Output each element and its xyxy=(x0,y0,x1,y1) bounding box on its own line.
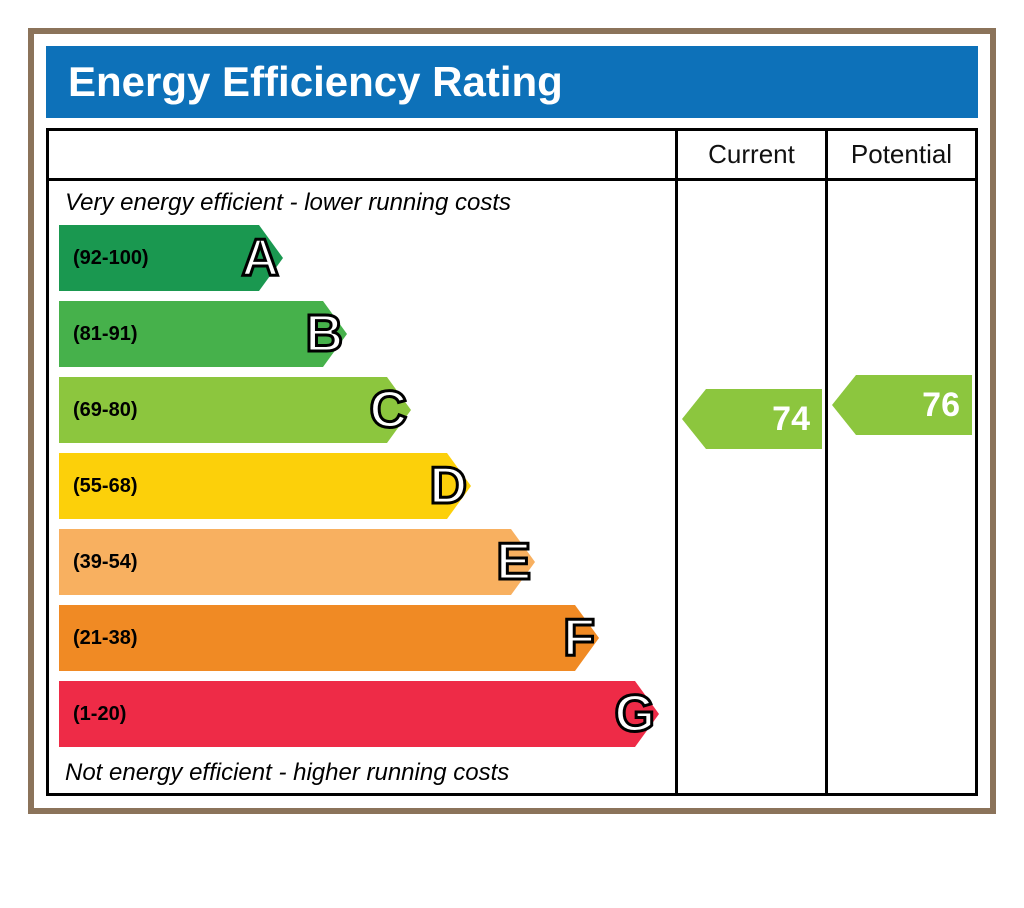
header-potential: Potential xyxy=(825,131,975,181)
band-range: (21-38) xyxy=(59,627,137,650)
caption-bottom: Not energy efficient - higher running co… xyxy=(59,751,665,789)
band-range: (39-54) xyxy=(59,551,137,574)
band-range: (81-91) xyxy=(59,323,137,346)
band-letter: C xyxy=(369,384,407,436)
band-letter: F xyxy=(563,612,595,664)
band-range: (92-100) xyxy=(59,247,149,270)
band-row-f: (21-38) F xyxy=(59,605,599,671)
band-shape xyxy=(59,605,599,671)
band-letter: A xyxy=(241,232,279,284)
indicator-potential: 76 xyxy=(832,375,972,435)
band-range: (1-20) xyxy=(59,703,126,726)
band-row-c: (69-80) C xyxy=(59,377,411,443)
band-range: (69-80) xyxy=(59,399,137,422)
title-text: Energy Efficiency Rating xyxy=(68,58,563,105)
indicator-current: 74 xyxy=(682,389,822,449)
band-row-e: (39-54) E xyxy=(59,529,535,595)
inner-box: Energy Efficiency Rating Current Potenti… xyxy=(46,46,978,796)
band-row-b: (81-91) B xyxy=(59,301,347,367)
band-row-a: (92-100) A xyxy=(59,225,283,291)
band-letter: G xyxy=(615,688,655,740)
bands-list: (92-100) A (81-91) B (69-80) C (55-68) D (39-54)… xyxy=(59,225,665,751)
caption-top: Very energy efficient - lower running co… xyxy=(59,187,665,225)
band-row-d: (55-68) D xyxy=(59,453,471,519)
potential-column: 76 xyxy=(825,181,975,793)
band-range: (55-68) xyxy=(59,475,137,498)
band-letter: D xyxy=(429,460,467,512)
header-potential-label: Potential xyxy=(851,139,952,170)
title-bar: Energy Efficiency Rating xyxy=(46,46,978,118)
bands-column: Very energy efficient - lower running co… xyxy=(49,181,675,793)
current-column: 74 xyxy=(675,181,825,793)
rating-grid: Current Potential Very energy efficient … xyxy=(46,128,978,796)
band-shape xyxy=(59,681,659,747)
band-letter: E xyxy=(496,536,531,588)
header-current: Current xyxy=(675,131,825,181)
header-blank xyxy=(49,131,675,181)
outer-frame: Energy Efficiency Rating Current Potenti… xyxy=(28,28,996,814)
band-letter: B xyxy=(305,308,343,360)
band-row-g: (1-20) G xyxy=(59,681,659,747)
header-current-label: Current xyxy=(708,139,795,170)
